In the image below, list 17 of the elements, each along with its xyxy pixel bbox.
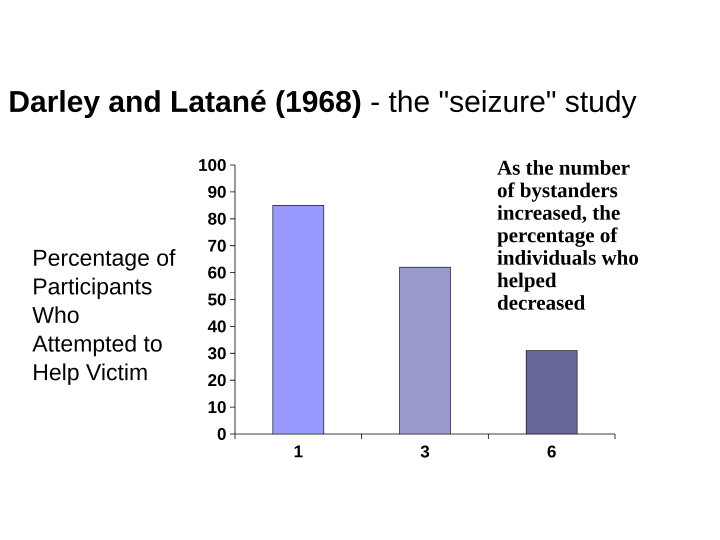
- y-axis-title: Percentage of Participants Who Attempted to Help Victim: [32, 249, 176, 385]
- y-tick-label: 80: [208, 212, 226, 225]
- y-tick-label: 40: [208, 320, 226, 332]
- y-tick-label: 100: [199, 158, 226, 172]
- y-tick-label: 10: [208, 401, 226, 414]
- y-tick-label: 70: [208, 240, 226, 252]
- y-tick-label: 20: [208, 374, 226, 386]
- y-tick-label: 60: [208, 266, 226, 279]
- y-tick-label: 30: [208, 347, 226, 360]
- annotation: As the number of bystanders increased, the percentage of individuals who helped decreased: [497, 160, 638, 310]
- x-tick-label: 3: [420, 446, 430, 458]
- y-tick-label: 50: [208, 293, 226, 306]
- x-tick-label: 6: [548, 446, 556, 458]
- y-tick-label: 0: [218, 428, 226, 440]
- chart-title: Darley and Latané (1968) - the "seizure" study: [10, 90, 636, 118]
- x-tick-label: 1: [294, 446, 303, 458]
- y-tick-label: 90: [208, 186, 226, 198]
